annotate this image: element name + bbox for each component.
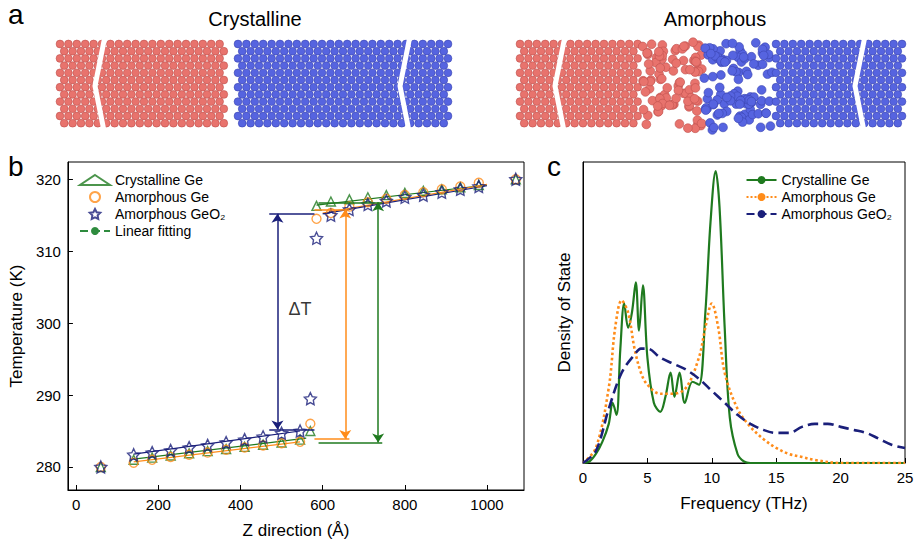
html-text:b: b [8,151,24,182]
svg-text:600: 600 [310,496,335,513]
svg-text:Crystalline: Crystalline [208,8,301,30]
svg-text:0: 0 [579,469,587,486]
svg-text:400: 400 [228,496,253,513]
svg-text:280: 280 [36,458,61,475]
svg-text:Amorphous Ge: Amorphous Ge [115,189,209,205]
html-text:c: c [547,151,561,182]
svg-text:Z direction (Å): Z direction (Å) [243,521,350,540]
svg-text:20: 20 [832,469,849,486]
svg-text:Amorphous GeO₂: Amorphous GeO₂ [115,206,225,222]
svg-text:Amorphous GeO₂: Amorphous GeO₂ [782,206,892,222]
svg-text:5: 5 [643,469,651,486]
svg-text:Linear fitting: Linear fitting [115,223,191,239]
svg-text:Amorphous: Amorphous [664,8,766,30]
html-text:a: a [8,0,24,30]
svg-text:300: 300 [36,315,61,332]
svg-text:Crystalline Ge: Crystalline Ge [115,172,203,188]
svg-text:Crystalline Ge: Crystalline Ge [782,172,870,188]
svg-text:10: 10 [703,469,720,486]
svg-text:Amorphous Ge: Amorphous Ge [782,189,876,205]
svg-text:Frequency (THz): Frequency (THz) [680,494,808,513]
svg-text:310: 310 [36,243,61,260]
svg-text:1000: 1000 [470,496,503,513]
svg-text:25: 25 [897,469,914,486]
svg-text:15: 15 [768,469,785,486]
svg-text:320: 320 [36,171,61,188]
svg-text:Temperature (K): Temperature (K) [7,265,26,388]
svg-text:200: 200 [146,496,171,513]
svg-text:290: 290 [36,387,61,404]
svg-text:800: 800 [392,496,417,513]
svg-text:Density of State: Density of State [555,252,574,372]
svg-text:ΔT: ΔT [289,299,312,319]
svg-text:0: 0 [72,496,80,513]
